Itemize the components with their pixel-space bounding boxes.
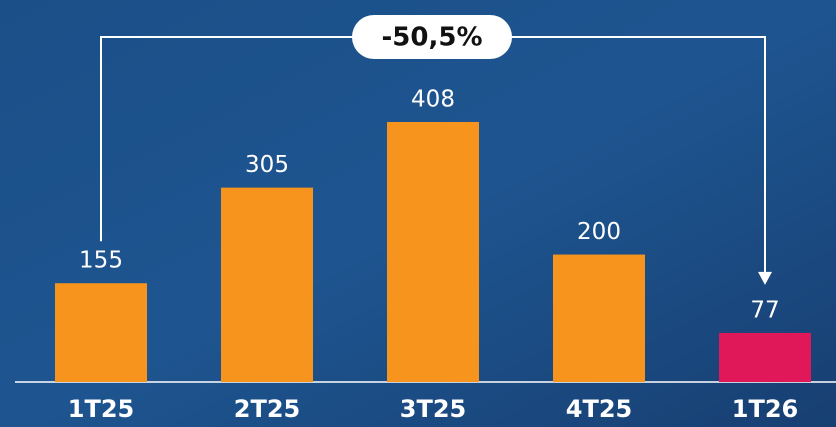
x-tick-label: 1T25: [68, 395, 134, 423]
value-label: 200: [577, 219, 621, 245]
value-label: 155: [79, 248, 123, 274]
bar: [553, 254, 645, 382]
bar: [387, 122, 479, 382]
arrow-head: [758, 271, 772, 285]
value-label: 305: [245, 152, 289, 178]
bar: [221, 187, 313, 382]
x-tick-label: 3T25: [400, 395, 466, 423]
x-tick-label: 2T25: [234, 395, 300, 423]
bar: [719, 332, 811, 382]
x-tick-label: 1T26: [732, 395, 798, 423]
annotation: -50,5%: [382, 23, 483, 53]
value-label: 77: [750, 297, 779, 323]
value-label: 408: [411, 87, 455, 113]
x-tick-label: 4T25: [566, 395, 632, 423]
annotation-pill: [352, 15, 512, 59]
bar: [55, 283, 147, 382]
